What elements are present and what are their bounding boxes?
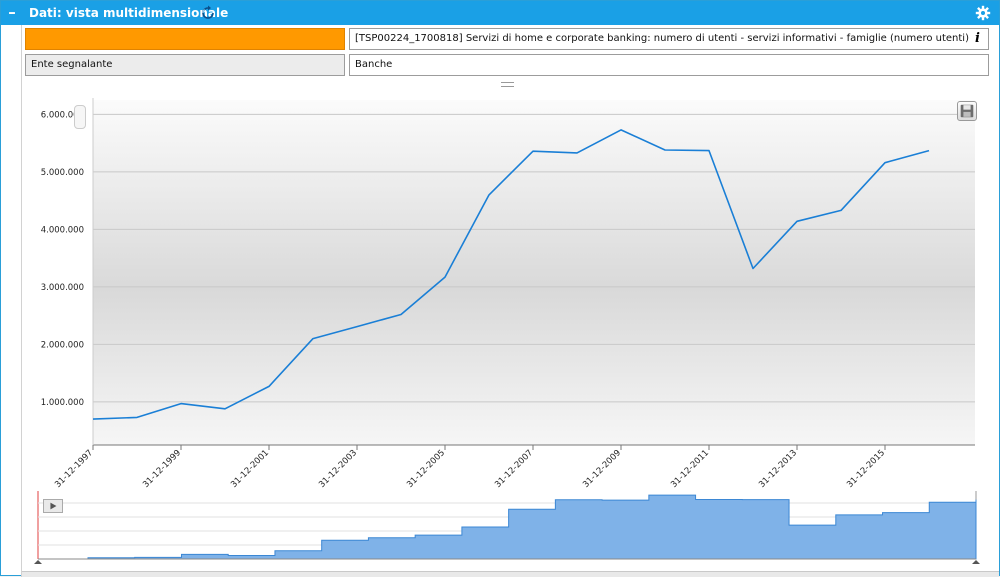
resize-handle[interactable]: [501, 82, 514, 87]
collapse-icon[interactable]: –: [5, 3, 19, 21]
x-tick-label: 31-12-2003: [317, 448, 359, 490]
series-dimension-cell: [TSP00224_1700818] Servizi di home e cor…: [349, 28, 989, 50]
x-tick-label: 31-12-2007: [493, 448, 535, 490]
navigator[interactable]: [34, 491, 980, 564]
series-label: [TSP00224_1700818] Servizi di home e cor…: [355, 33, 969, 44]
x-tick-label: 31-12-2005: [405, 448, 447, 490]
y-tick-label: 3.000.000: [41, 283, 84, 293]
x-tick-label: 31-12-2015: [845, 448, 887, 490]
y-axis-labels: 1.000.000 2.000.000 3.000.000 4.000.000 5.00…: [41, 110, 84, 408]
line-chart: 1.000.000 2.000.000 3.000.000 4.000.000 5.00…: [22, 91, 994, 575]
dimension-selector-highlighted[interactable]: [25, 28, 345, 50]
navigator-right-handle[interactable]: [972, 560, 980, 564]
ente-segnalante-label[interactable]: Ente segnalante: [25, 54, 345, 76]
play-icon[interactable]: [43, 499, 63, 513]
panel-title: Dati: vista multidimensionale: [29, 5, 228, 21]
ente-segnalante-value: Banche: [349, 54, 989, 76]
y-tick-label: 2.000.000: [41, 340, 84, 350]
gear-icon[interactable]: [975, 5, 991, 21]
zoom-slider-handle[interactable]: [74, 105, 86, 129]
x-axis-labels: 31-12-1997 31-12-1999 31-12-2001 31-12-2003…: [53, 448, 887, 490]
x-tick-label: 31-12-2009: [581, 448, 623, 490]
info-icon[interactable]: i: [975, 29, 980, 49]
panel-title-bar: – Dati: vista multidimensionale: [1, 1, 999, 25]
bottom-scroll-strip: [22, 571, 999, 577]
refresh-icon[interactable]: [200, 5, 216, 21]
x-tick-label: 31-12-2001: [229, 448, 271, 490]
x-tick-label: 31-12-2013: [757, 448, 799, 490]
chart-area: 1.000.000 2.000.000 3.000.000 4.000.000 5.00…: [22, 91, 994, 575]
x-tick-label: 31-12-2011: [669, 448, 711, 490]
save-icon[interactable]: [957, 101, 977, 121]
x-tick-label: 31-12-1997: [53, 448, 95, 490]
y-tick-label: 5.000.000: [41, 168, 84, 178]
x-tick-label: 31-12-1999: [141, 448, 183, 490]
y-tick-label: 4.000.000: [41, 225, 84, 235]
y-tick-label: 1.000.000: [41, 398, 84, 408]
navigator-left-handle[interactable]: [34, 560, 42, 564]
